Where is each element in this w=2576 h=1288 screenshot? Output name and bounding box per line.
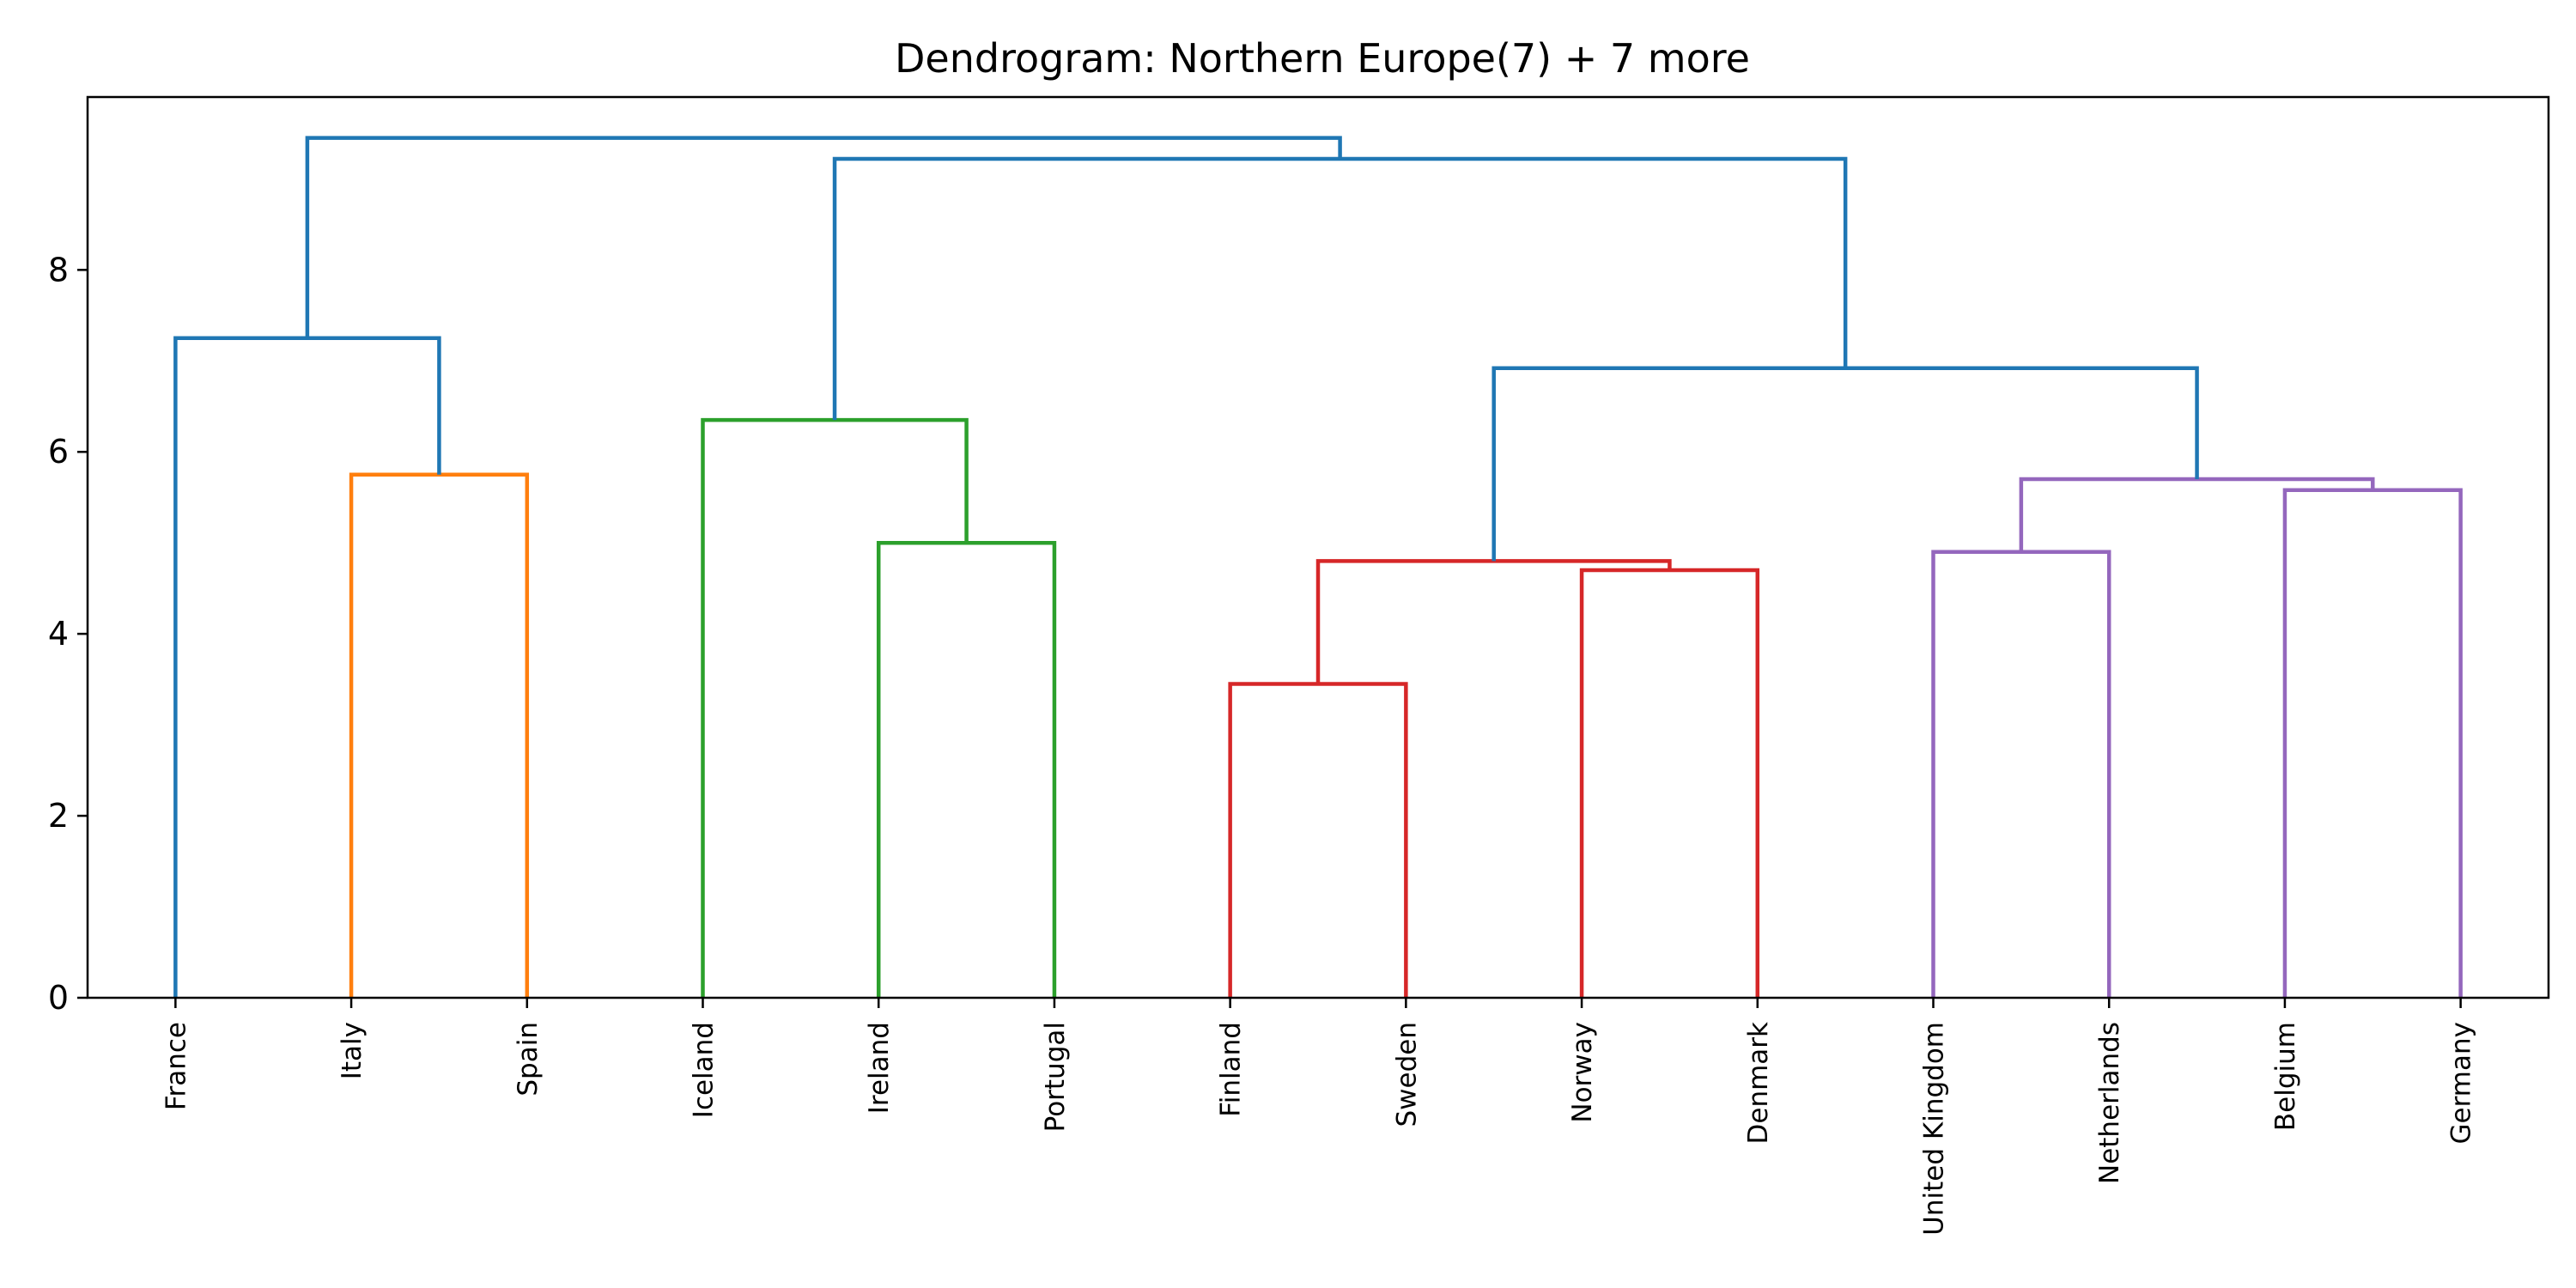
dendrogram-link [701,417,969,998]
plot-area-frame [86,95,2550,999]
x-tick-label: Germany [2446,1022,2477,1144]
y-tick-label: 2 [48,797,69,835]
dendrogram-link [2282,488,2463,998]
y-tick-label: 0 [48,979,69,1017]
y-tick-label: 6 [48,433,69,471]
x-tick-label: Ireland [864,1022,895,1114]
chart-title: Dendrogram: Northern Europe(7) + 7 more [895,35,1750,82]
dendrogram-link [305,136,1342,338]
dendrogram-link [832,156,1848,421]
x-tick-label: Portugal [1040,1022,1071,1132]
dendrogram-link [1931,550,2111,998]
dendrogram-link [1492,366,2199,562]
x-tick-label: Netherlands [2094,1022,2125,1184]
x-tick-label: United Kingdom [1919,1022,1950,1236]
x-tick-label: Italy [337,1022,368,1079]
y-axis: 0 2 4 6 8 [48,251,88,1017]
dendrogram-link [1315,559,1672,684]
x-tick-label: Belgium [2270,1022,2301,1131]
y-tick-label: 4 [48,615,69,653]
x-tick-label: Norway [1567,1022,1598,1123]
x-tick-label: Denmark [1743,1022,1774,1145]
dendrogram-link [349,472,530,998]
dendrogram-link [1228,682,1408,998]
y-tick-label: 8 [48,251,69,289]
x-tick-label: France [161,1022,191,1110]
x-tick-label: Spain [513,1022,544,1097]
dendrogram-link [876,540,1057,998]
dendrogram-link [173,336,441,998]
x-tick-label: Finland [1216,1022,1247,1117]
x-tick-label: Sweden [1391,1022,1422,1127]
x-axis: France Italy Spain Iceland Ireland Portugal Fi… [161,998,2477,1236]
x-tick-label: Iceland [689,1022,720,1118]
dendrogram-link [1579,568,1760,998]
dendrogram-links [173,136,2463,998]
